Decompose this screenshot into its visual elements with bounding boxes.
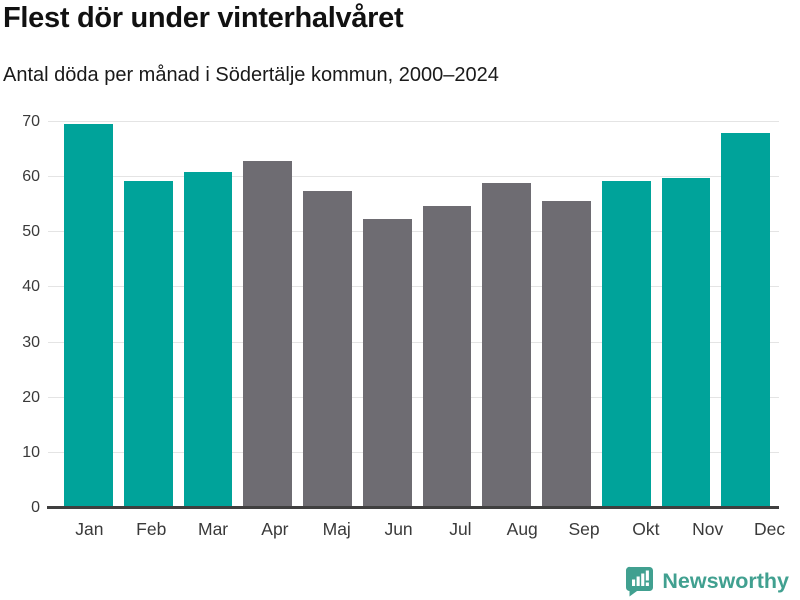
x-axis: Jan Feb Mar Apr Maj Jun Jul Aug Sep Okt Nov Dec — [48, 519, 800, 540]
x-tick-label-apr: Apr — [261, 519, 289, 539]
x-tick-label-mar: Mar — [198, 519, 229, 539]
x-tick-label-okt: Okt — [632, 519, 660, 539]
y-tick-label-50: 50 — [22, 223, 40, 241]
x-tick-label-feb: Feb — [136, 519, 167, 539]
gridline-30 — [48, 341, 779, 343]
bar-dec — [721, 133, 770, 508]
x-tick-label-jan: Jan — [75, 519, 104, 539]
y-tick-label-70: 70 — [22, 113, 40, 130]
bar-sep — [542, 201, 591, 508]
gridline-10 — [48, 451, 779, 453]
bar-mar — [183, 171, 233, 508]
bar-jul — [422, 205, 472, 508]
bar-aug — [482, 183, 531, 508]
gridline-20 — [48, 396, 779, 398]
bar-nov — [661, 178, 711, 508]
x-tick-label-aug: Aug — [506, 519, 538, 539]
y-tick-label-10: 10 — [22, 443, 40, 461]
x-tick-label-jul: Jul — [449, 519, 472, 539]
gridline-70 — [48, 121, 779, 122]
bar-jan — [64, 123, 113, 508]
bar-jun — [362, 219, 412, 508]
gridline-40 — [48, 286, 779, 288]
y-tick-label-20: 20 — [22, 388, 40, 406]
bars-container — [48, 122, 779, 508]
y-tick-label-0: 0 — [31, 499, 40, 516]
bar-feb — [123, 181, 173, 508]
x-tick-label-sep: Sep — [568, 519, 600, 539]
chart-subtitle: Antal döda per månad i Södertälje kommun… — [3, 64, 499, 86]
y-tick-label-30: 30 — [22, 333, 40, 351]
brand-footer: Newsworthy — [626, 566, 789, 597]
plot-area — [47, 121, 779, 509]
bar-chart-speech-bubble-icon — [626, 566, 654, 597]
x-tick-label-maj: Maj — [322, 519, 351, 539]
y-tick-label-60: 60 — [22, 168, 40, 186]
bar-maj — [303, 191, 352, 508]
page-title: Flest dör under vinterhalvåret — [3, 2, 404, 34]
bar-apr — [243, 160, 292, 508]
brand-name: Newsworthy — [662, 569, 789, 593]
gridline-50 — [48, 231, 779, 233]
y-tick-label-40: 40 — [22, 278, 40, 296]
x-tick-label-jun: Jun — [384, 519, 413, 539]
x-tick-label-nov: Nov — [692, 519, 724, 539]
x-tick-label-dec: Dec — [753, 519, 786, 539]
gridline-60 — [48, 176, 779, 178]
x-axis-line — [47, 506, 779, 509]
y-axis: 0 10 20 30 40 50 60 70 — [0, 114, 40, 516]
bar-okt — [601, 181, 651, 508]
